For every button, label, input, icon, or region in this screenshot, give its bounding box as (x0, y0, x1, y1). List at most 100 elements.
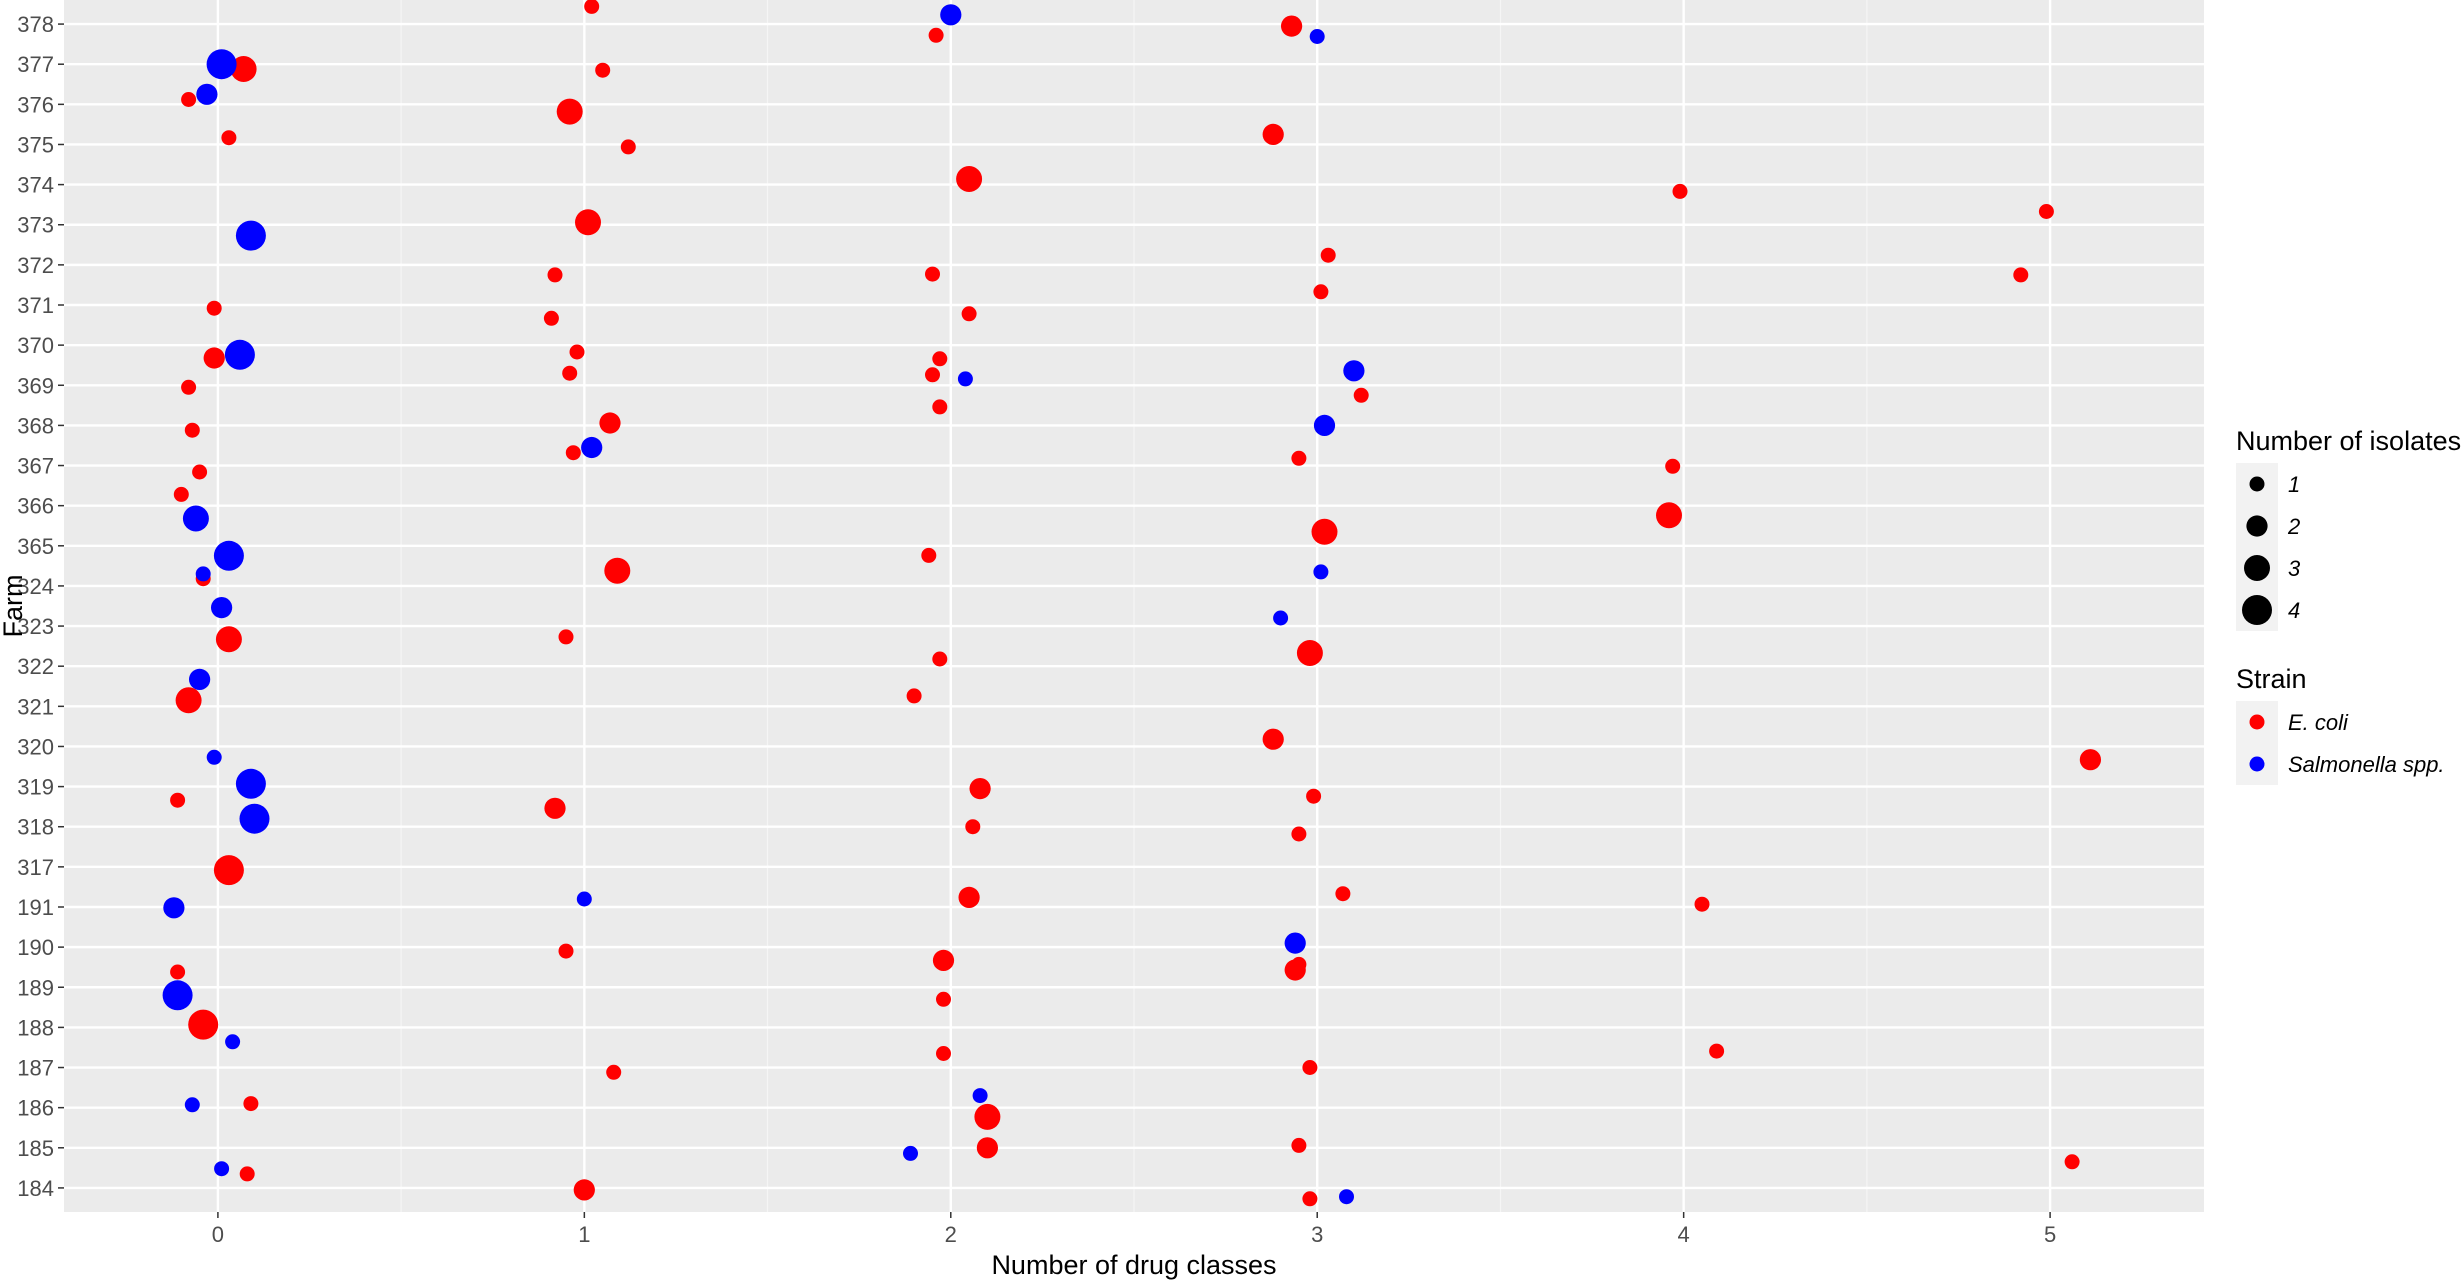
x-axis: 0 1 2 3 4 5 (212, 1212, 2056, 1247)
data-point-e-coli (556, 98, 583, 125)
data-point-e-coli (1320, 247, 1336, 263)
data-point-e-coli (1262, 123, 1284, 146)
data-point-e-coli (969, 777, 991, 800)
legend-size-label: 4 (2288, 598, 2300, 623)
color-legend-keys: E. coli Salmonella spp. (2236, 701, 2445, 785)
data-point-e-coli (606, 1064, 622, 1080)
data-point-e-coli (620, 139, 636, 155)
y-tick-label: 188 (17, 1015, 54, 1040)
y-tick-label: 368 (17, 413, 54, 438)
data-point-e-coli (175, 687, 202, 714)
y-tick-label: 319 (17, 775, 54, 800)
legend-strain-label: E. coli (2288, 710, 2349, 735)
data-point-e-coli (575, 209, 601, 236)
legend-color-marker (2249, 756, 2265, 772)
data-point-salmonella-spp (195, 566, 211, 582)
data-point-e-coli (1306, 788, 1322, 804)
legend-size-marker (2249, 476, 2265, 492)
data-point-e-coli (1313, 284, 1329, 300)
data-point-e-coli (565, 445, 581, 461)
y-tick-label: 372 (17, 253, 54, 278)
data-point-e-coli (584, 0, 600, 14)
y-tick-label: 320 (17, 734, 54, 759)
legend-size-marker (2242, 595, 2272, 625)
data-point-e-coli (1311, 518, 1338, 545)
data-point-salmonella-spp (188, 668, 211, 691)
data-point-e-coli (1709, 1043, 1725, 1059)
y-tick-label: 322 (17, 654, 54, 679)
data-point-e-coli (2064, 1154, 2080, 1170)
data-point-salmonella-spp (225, 1034, 241, 1050)
data-point-e-coli (1296, 640, 1323, 666)
data-point-e-coli (562, 365, 578, 381)
legend-color-marker (2249, 714, 2265, 730)
grid-lines (64, 0, 2204, 1212)
data-point-e-coli (925, 367, 940, 383)
data-point-e-coli (936, 1046, 951, 1061)
data-point-salmonella-spp (1339, 1189, 1354, 1205)
x-tick-label: 3 (1311, 1222, 1323, 1247)
data-point-e-coli (976, 1137, 999, 1159)
x-tick-label: 5 (2044, 1222, 2056, 1247)
data-point-e-coli (573, 1179, 595, 1201)
data-point-salmonella-spp (239, 803, 270, 834)
color-legend-title: Strain (2236, 664, 2307, 694)
data-point-e-coli (1280, 15, 1303, 37)
data-point-salmonella-spp (940, 4, 962, 26)
data-point-e-coli (181, 379, 197, 395)
data-point-e-coli (558, 943, 574, 959)
legend: Number of isolates 1 2 3 4 Strain E. coli Sa… (2236, 426, 2461, 785)
data-point-salmonella-spp (182, 505, 209, 532)
data-point-e-coli (1302, 1191, 1318, 1207)
data-point-e-coli (215, 626, 242, 653)
y-tick-label: 378 (17, 12, 54, 37)
y-tick-label: 186 (17, 1096, 54, 1121)
y-tick-label: 324 (17, 574, 54, 599)
data-point-salmonella-spp (206, 749, 222, 765)
data-point-e-coli (1262, 728, 1284, 750)
data-point-e-coli (1672, 183, 1688, 199)
data-point-salmonella-spp (576, 891, 592, 907)
data-points (162, 0, 2102, 1207)
y-tick-label: 189 (17, 975, 54, 1000)
y-tick-label: 374 (17, 173, 54, 198)
x-tick-label: 0 (212, 1222, 224, 1247)
y-axis: 184 185 186 187 188 189 190 191 317 318 319 320 321 3… (17, 12, 64, 1201)
legend-size-label: 3 (2288, 556, 2301, 581)
data-point-e-coli (595, 62, 611, 78)
data-point-e-coli (932, 949, 955, 972)
data-point-e-coli (932, 399, 948, 415)
data-point-e-coli (921, 547, 937, 563)
data-point-e-coli (961, 306, 977, 322)
size-legend-title: Number of isolates (2236, 426, 2461, 456)
data-point-e-coli (181, 92, 197, 107)
y-tick-label: 371 (17, 293, 54, 318)
data-point-e-coli (599, 412, 621, 434)
data-point-e-coli (1335, 886, 1351, 902)
data-point-e-coli (221, 130, 237, 146)
y-tick-label: 369 (17, 373, 54, 398)
y-tick-label: 366 (17, 494, 54, 519)
y-tick-label: 184 (17, 1176, 54, 1201)
data-point-e-coli (604, 557, 631, 584)
data-point-e-coli (243, 1096, 259, 1112)
y-tick-label: 317 (17, 855, 54, 880)
data-point-e-coli (2079, 749, 2102, 771)
data-point-salmonella-spp (1309, 29, 1325, 44)
data-point-e-coli (558, 629, 574, 645)
y-tick-label: 187 (17, 1056, 54, 1081)
data-point-salmonella-spp (235, 220, 266, 251)
data-point-e-coli (1284, 959, 1306, 981)
data-point-e-coli (1656, 502, 1682, 529)
data-point-e-coli (1291, 1137, 1307, 1153)
data-point-e-coli (1291, 450, 1307, 466)
data-point-e-coli (925, 266, 940, 282)
y-tick-label: 373 (17, 213, 54, 238)
x-tick-label: 2 (945, 1222, 957, 1247)
legend-size-marker (2244, 555, 2270, 581)
data-point-salmonella-spp (206, 49, 237, 80)
data-point-e-coli (2038, 204, 2054, 219)
y-tick-label: 190 (17, 935, 54, 960)
data-point-e-coli (936, 991, 951, 1007)
x-tick-label: 4 (1678, 1222, 1690, 1247)
